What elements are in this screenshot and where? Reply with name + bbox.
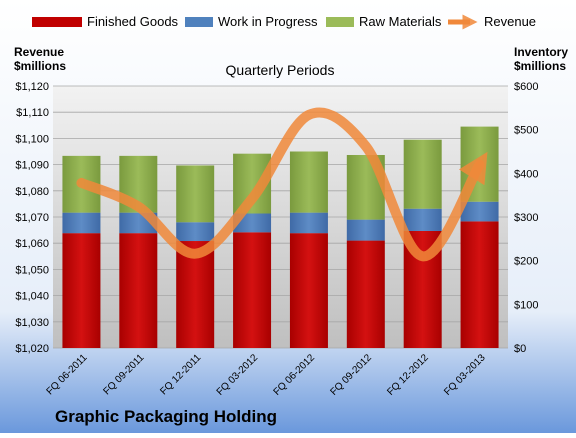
left-tick-label: $1,070	[15, 212, 49, 224]
right-tick-label: $600	[514, 81, 538, 93]
left-axis-ticks: $1,020 $1,030 $1,040 $1,050 $1,060 $1,070 $1,0…	[15, 81, 49, 355]
right-tick-label: $300	[514, 212, 538, 224]
bar-raw-materials	[176, 165, 215, 223]
right-tick-label: $100	[514, 299, 538, 311]
right-tick-label: $400	[514, 168, 538, 180]
left-tick-label: $1,060	[15, 238, 49, 250]
left-tick-label: $1,080	[15, 186, 49, 198]
bar-work-in-progress	[403, 208, 442, 231]
bar-raw-materials	[403, 139, 442, 209]
bar-finished-goods	[119, 233, 158, 348]
left-tick-label: $1,100	[15, 133, 49, 145]
legend-swatch-raw-materials	[326, 17, 354, 27]
legend-label-finished-goods: Finished Goods	[87, 14, 179, 29]
bar-finished-goods	[460, 221, 499, 348]
left-tick-label: $1,110	[16, 107, 49, 119]
left-axis-title-line1: Revenue	[14, 45, 64, 59]
chart-title: Quarterly Periods	[226, 62, 335, 78]
left-tick-label: $1,020	[15, 343, 49, 355]
left-axis-title-line2: $millions	[14, 59, 66, 73]
right-tick-label: $200	[514, 256, 538, 268]
bar-finished-goods	[233, 232, 272, 348]
bar-finished-goods	[346, 240, 385, 348]
legend-label-raw-materials: Raw Materials	[359, 14, 442, 29]
left-tick-label: $1,030	[15, 317, 49, 329]
right-tick-label: $0	[514, 343, 526, 355]
bar-work-in-progress	[62, 212, 101, 234]
right-tick-label: $500	[514, 125, 538, 137]
bar-raw-materials	[289, 151, 328, 213]
legend-swatch-finished-goods	[32, 17, 82, 27]
bar-work-in-progress	[460, 201, 499, 222]
right-axis-ticks: $0 $100 $200 $300 $400 $500 $600	[514, 81, 538, 355]
left-tick-label: $1,120	[15, 81, 49, 93]
revenue-line	[76, 107, 488, 262]
legend-swatch-work-in-progress	[185, 17, 213, 27]
left-tick-label: $1,040	[15, 291, 49, 303]
left-tick-label: $1,050	[15, 264, 49, 276]
bar-finished-goods	[289, 233, 328, 348]
bar-finished-goods	[176, 241, 215, 348]
legend: Finished Goods Work in Progress Raw Mate…	[32, 14, 536, 30]
bar-work-in-progress	[176, 222, 215, 242]
right-axis-title-line1: Inventory	[514, 45, 568, 59]
bar-work-in-progress	[346, 219, 385, 241]
bar-work-in-progress	[289, 212, 328, 234]
legend-label-revenue: Revenue	[484, 14, 536, 29]
right-axis-title-line2: $millions	[514, 59, 566, 73]
revenue-line-layer	[76, 107, 488, 262]
legend-label-work-in-progress: Work in Progress	[218, 14, 318, 29]
bar-finished-goods	[62, 233, 101, 348]
company-name: Graphic Packaging Holding	[55, 407, 277, 426]
left-tick-label: $1,090	[15, 160, 49, 172]
